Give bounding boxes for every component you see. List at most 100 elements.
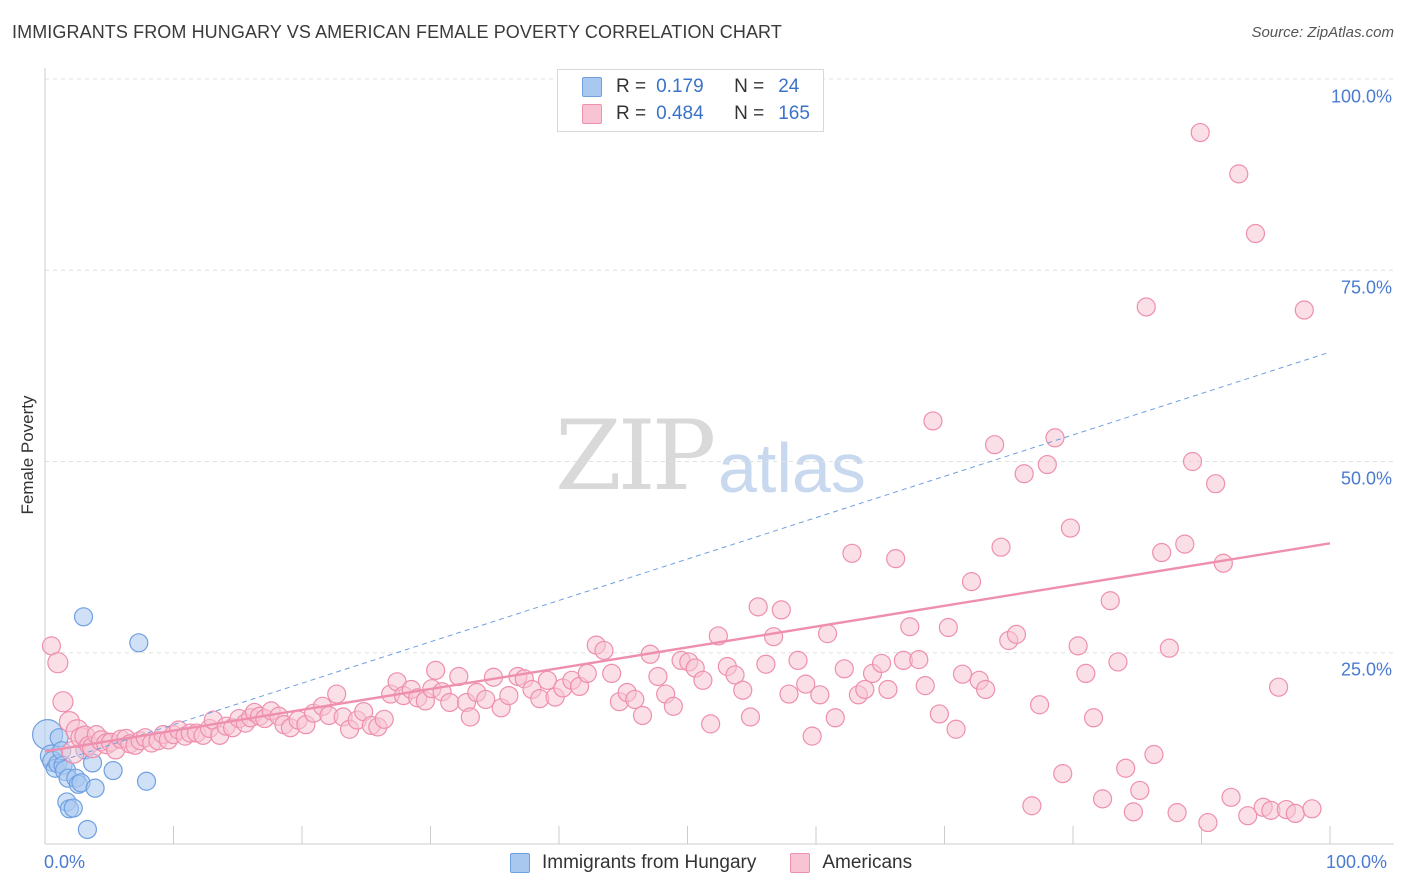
data-point-americans-73	[476, 689, 496, 710]
x-tick-label-100: 100.0%	[1326, 852, 1388, 872]
data-point-americans-167	[1198, 812, 1218, 833]
source-label: Source: ZipAtlas.com	[1251, 24, 1394, 41]
series-legend: Immigrants from Hungary Americans	[510, 852, 912, 874]
y-tick-label-75: 75.0%	[1340, 277, 1392, 298]
data-point-americans-154	[1100, 591, 1120, 611]
data-point-hungary-21	[103, 760, 123, 781]
watermark-zip: ZIP	[555, 400, 716, 512]
legend-n-value: 165	[778, 103, 810, 124]
data-point-americans-144	[1022, 796, 1042, 816]
legend-swatch-hungary	[582, 77, 602, 97]
data-point-americans-128	[900, 617, 920, 637]
data-point-americans-149	[1060, 518, 1081, 538]
data-point-americans-1	[47, 652, 69, 674]
data-point-americans-143	[1014, 464, 1034, 484]
data-point-americans-161	[1152, 542, 1172, 563]
legend-r-label: R =	[616, 103, 647, 124]
legend-r-label: R =	[616, 76, 647, 97]
y-tick-label-100: 100.0%	[1330, 86, 1392, 107]
data-point-americans-179	[1294, 300, 1314, 320]
data-point-americans-156	[1116, 758, 1136, 778]
trend-line-americans	[44, 542, 1331, 753]
data-point-hungary-17	[77, 819, 98, 840]
data-point-americans-159	[1136, 297, 1156, 317]
data-point-americans-168	[1206, 474, 1226, 494]
data-point-americans-108	[748, 597, 768, 617]
legend-n-label: N =	[734, 103, 765, 124]
data-point-americans-160	[1144, 744, 1164, 765]
data-point-americans-178	[1285, 803, 1305, 824]
data-point-americans-170	[1221, 787, 1241, 807]
data-point-americans-118	[825, 708, 845, 728]
data-point-americans-106	[733, 680, 753, 700]
data-point-americans-139	[985, 435, 1005, 455]
data-point-americans-132	[929, 704, 949, 724]
data-point-americans-109	[756, 654, 776, 674]
data-point-americans-158	[1130, 780, 1150, 801]
data-point-americans-148	[1053, 764, 1073, 784]
data-point-americans-133	[938, 617, 958, 638]
data-point-americans-120	[842, 543, 862, 563]
data-point-americans-86	[577, 663, 597, 684]
data-point-americans-107	[740, 707, 761, 727]
data-point-americans-166	[1190, 122, 1210, 143]
watermark-atlas: atlas	[718, 429, 866, 507]
data-point-americans-117	[817, 624, 838, 644]
data-point-americans-164	[1175, 534, 1195, 554]
data-point-americans-165	[1182, 451, 1203, 472]
legend-label-hungary: Immigrants from Hungary	[542, 852, 757, 873]
data-point-americans-124	[871, 653, 892, 674]
data-point-americans-101	[693, 670, 713, 690]
data-point-americans-110	[763, 627, 784, 647]
data-point-americans-95	[648, 666, 668, 687]
data-point-americans-147	[1045, 428, 1065, 448]
data-point-americans-171	[1229, 164, 1249, 184]
data-point-americans-103	[708, 626, 728, 646]
data-point-americans-130	[915, 676, 935, 696]
data-point-americans-163	[1167, 803, 1187, 823]
data-point-americans-176	[1268, 677, 1289, 697]
data-point-americans-102	[701, 714, 721, 734]
data-point-americans-135	[952, 664, 973, 684]
data-point-americans-142	[1006, 624, 1027, 644]
data-point-americans-129	[909, 650, 929, 670]
data-point-americans-162	[1159, 638, 1179, 658]
legend-n-value: 24	[778, 76, 800, 97]
legend-n-label: N =	[734, 76, 765, 97]
data-point-americans-105	[725, 665, 745, 685]
legend-r-value: 0.179	[656, 76, 704, 97]
data-point-americans-58	[374, 709, 394, 729]
data-point-americans-112	[779, 684, 799, 704]
legend-swatch-hungary	[510, 853, 530, 873]
data-point-americans-111	[771, 600, 791, 620]
x-tick-label-0: 0.0%	[44, 852, 86, 872]
data-point-americans-126	[886, 549, 906, 569]
data-point-americans-122	[855, 679, 875, 700]
data-point-americans-155	[1108, 652, 1128, 672]
correlation-legend: R = 0.179 N = 24 R = 0.484 N = 165	[557, 69, 824, 132]
legend-swatch-americans	[790, 853, 811, 873]
data-point-americans-66	[426, 660, 446, 680]
data-point-americans-169	[1213, 553, 1233, 573]
data-point-americans-113	[788, 650, 808, 671]
data-point-hungary-18	[73, 607, 94, 627]
trend-line-hungary	[44, 351, 1331, 767]
data-point-americans-76	[499, 685, 519, 706]
data-point-americans-93	[632, 705, 653, 726]
data-point-americans-151	[1076, 663, 1096, 684]
data-point-americans-71	[460, 707, 480, 727]
legend-label-americans: Americans	[822, 852, 913, 873]
data-point-americans-145	[1029, 695, 1050, 715]
data-point-hungary-20	[85, 778, 105, 798]
data-point-americans-138	[976, 679, 996, 700]
data-point-americans-125	[878, 679, 898, 700]
data-point-hungary-23	[136, 771, 157, 791]
legend-row-americans: R = 0.484 N = 165	[582, 102, 810, 126]
data-point-americans-150	[1068, 636, 1088, 656]
chart-title: IMMIGRANTS FROM HUNGARY VS AMERICAN FEMA…	[12, 22, 782, 42]
data-point-hungary-22	[129, 633, 149, 653]
data-point-americans-97	[663, 696, 683, 716]
legend-swatch-americans	[582, 104, 602, 124]
data-point-americans-89	[602, 663, 622, 684]
